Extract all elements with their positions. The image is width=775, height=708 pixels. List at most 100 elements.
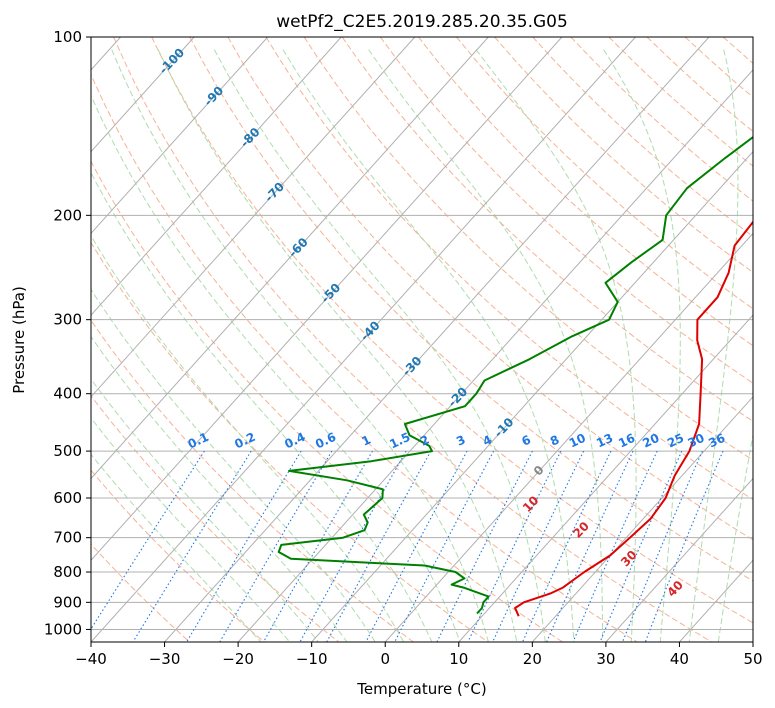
mixing-ratio-line — [394, 450, 495, 642]
mixing-ratio-line — [467, 450, 562, 642]
isotherm — [752, 641, 753, 642]
moist-adiabat — [91, 335, 348, 642]
y-tick-label: 100 — [53, 28, 82, 46]
isotherm — [458, 314, 753, 642]
x-tick-label: 20 — [523, 650, 542, 668]
isotherm — [237, 69, 753, 642]
isotherm — [91, 37, 342, 316]
x-axis: −40 −30 −20 −10 0 10 20 30 40 50 — [75, 642, 763, 668]
moist-adiabat — [91, 171, 433, 642]
dry-adiabat — [91, 160, 563, 642]
temperature-profile-line — [514, 220, 753, 617]
y-tick-label: 700 — [53, 529, 82, 547]
mixing-ratio-label: 16 — [616, 431, 637, 451]
isotherm — [91, 37, 195, 153]
dry-adiabat — [761, 37, 775, 642]
moist-adiabat — [91, 453, 262, 642]
x-tick-label: −40 — [75, 650, 107, 668]
moist-adiabat — [91, 234, 405, 642]
y-axis-label: Pressure (hPa) — [10, 286, 28, 394]
mixing-ratio-label: 8 — [548, 433, 561, 449]
moist-adiabat — [213, 49, 546, 642]
profile-lines — [277, 135, 753, 617]
moist-adiabat — [282, 49, 575, 642]
plot-frame — [90, 36, 754, 643]
moist-adiabat — [717, 431, 753, 642]
mixing-ratio-label: 20 — [640, 431, 661, 451]
mixing-ratio-label: 25 — [665, 431, 686, 451]
y-tick-label: 800 — [53, 563, 82, 581]
mixing-ratio-line — [365, 450, 468, 642]
x-tick-label: −30 — [149, 650, 181, 668]
moist-adiabat — [688, 49, 739, 642]
moist-adiabat — [111, 49, 489, 642]
isotherm — [384, 232, 753, 642]
mixing-ratio-label: 13 — [594, 431, 615, 451]
mixing-ratio-line — [521, 450, 612, 642]
mixing-ratio-label: 3 — [454, 433, 467, 449]
moist-adiabat — [91, 378, 319, 642]
moist-adiabat — [603, 49, 681, 642]
mixing-ratio-line — [546, 450, 634, 642]
mixing-ratio-line — [132, 450, 252, 642]
y-tick-label: 500 — [53, 442, 82, 460]
chart-title: wetPf2_C2E5.2019.285.20.35.G05 — [276, 12, 568, 32]
x-tick-label: 50 — [743, 650, 762, 668]
y-tick-label: 300 — [53, 311, 82, 329]
mixing-ratio-line — [186, 450, 302, 642]
dry-adiabat — [608, 37, 753, 167]
moist-adiabat — [157, 49, 518, 642]
mixing-ratio-label: 0.4 — [282, 430, 307, 452]
isotherm — [164, 37, 710, 642]
moist-adiabat — [91, 94, 461, 642]
dry-adiabat — [91, 241, 489, 642]
y-tick-label: 600 — [53, 489, 82, 507]
line-labels: -100-90-80-70-60-50-40-30-20-1000.1 0.2 0.… — [156, 46, 727, 600]
moist-adiabat — [91, 288, 376, 642]
isotherm — [311, 150, 753, 642]
x-tick-label: 40 — [670, 650, 689, 668]
isotherm — [531, 396, 753, 642]
dry-adiabat — [265, 37, 753, 501]
x-tick-label: 0 — [380, 650, 390, 668]
mixing-ratio-line — [599, 450, 683, 642]
x-tick-label: 30 — [596, 650, 615, 668]
mixing-ratio-line — [263, 450, 373, 642]
dry-adiabat — [91, 543, 191, 642]
y-tick-label: 1000 — [44, 620, 82, 638]
mixing-ratio-line — [299, 450, 407, 642]
mixing-ratio-line — [492, 450, 585, 642]
moist-adiabat — [475, 49, 637, 642]
dry-adiabat — [151, 37, 753, 624]
dry-adiabat — [91, 469, 265, 642]
y-tick-label: 400 — [53, 385, 82, 403]
potential-temperature-label: 10 — [520, 493, 542, 515]
mixing-ratio-label: 36 — [706, 431, 727, 451]
mixing-ratio-label: 0.6 — [313, 430, 338, 452]
dry-adiabat — [91, 395, 340, 642]
y-axis: 100 200 300 400 500 600 700 800 900 1000 — [44, 28, 91, 638]
x-axis-label: Temperature (°C) — [356, 680, 486, 698]
isotherm — [91, 37, 416, 398]
mixing-ratio-line — [326, 450, 432, 642]
isotherm — [91, 37, 563, 562]
dry-adiabat — [379, 37, 753, 384]
isotherm — [91, 37, 636, 642]
x-tick-label: 10 — [449, 650, 468, 668]
isotherm — [605, 477, 753, 642]
dewpoint-profile-line — [277, 135, 753, 615]
mixing-ratio-line — [572, 450, 658, 642]
mixing-ratio-line — [91, 450, 205, 630]
x-tick-label: −10 — [296, 650, 328, 668]
dry-adiabat — [189, 37, 753, 582]
dry-adiabat — [91, 73, 638, 642]
moist-adiabat — [368, 49, 603, 642]
isotherm — [679, 559, 753, 642]
isotherm — [91, 37, 269, 235]
mixing-ratio-label: 30 — [686, 431, 707, 451]
isotherm — [91, 37, 489, 480]
mixing-ratio-label: 6 — [519, 433, 532, 449]
y-tick-label: 200 — [53, 206, 82, 224]
mixing-ratio-line — [644, 450, 724, 642]
